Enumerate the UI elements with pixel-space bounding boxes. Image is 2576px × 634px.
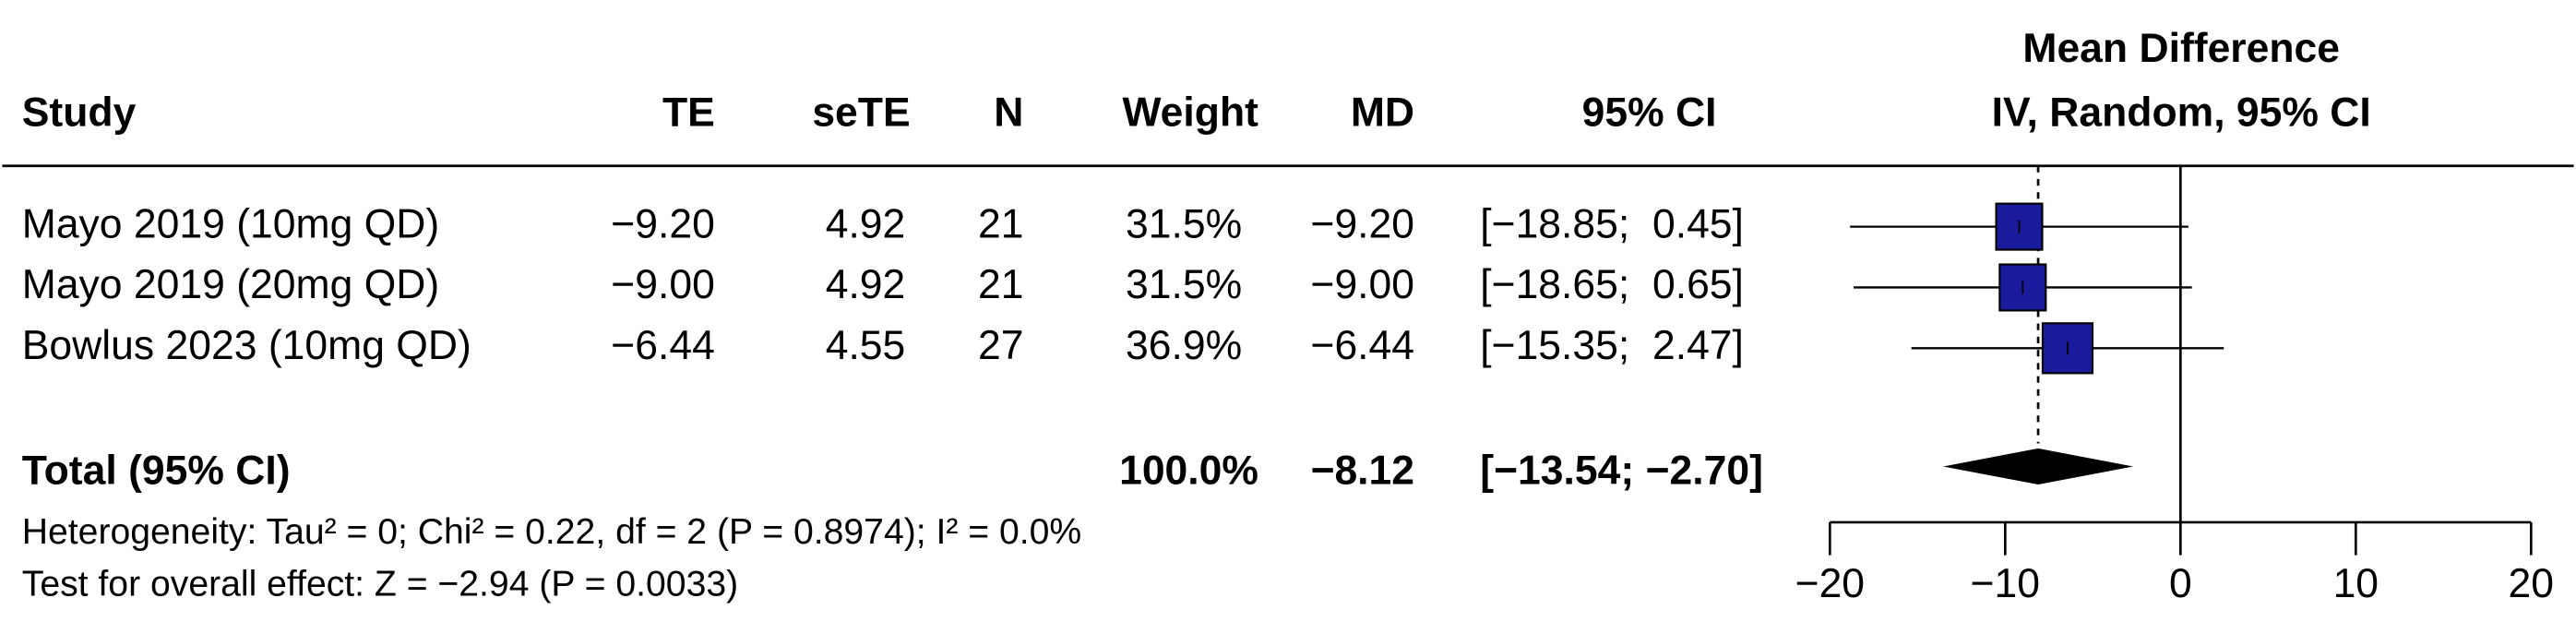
sete: 4.92 [826, 262, 906, 307]
te: −6.44 [611, 323, 715, 368]
study-box [1995, 202, 2044, 251]
te: −9.00 [611, 262, 715, 307]
n: 27 [978, 323, 1023, 368]
pooled-diamond [1943, 448, 2134, 485]
study-name: Bowlus 2023 (10mg QD) [22, 323, 471, 368]
total-weight: 100.0% [1119, 448, 1258, 493]
sete: 4.55 [826, 323, 906, 368]
ci: [−15.35; 2.47] [1480, 323, 1744, 368]
md: −9.20 [1310, 201, 1414, 246]
total-md: −8.12 [1310, 448, 1414, 493]
plot-title: Mean Difference [2022, 26, 2340, 71]
column-header: Study [22, 90, 137, 135]
n: 21 [978, 201, 1023, 246]
plot-subtitle: IV, Random, 95% CI [1992, 90, 2371, 135]
column-header: Weight [1123, 90, 1259, 135]
md: −9.00 [1310, 262, 1414, 307]
x-tick-label: −20 [1795, 561, 1865, 606]
md: −6.44 [1310, 323, 1414, 368]
ci: [−18.85; 0.45] [1480, 201, 1744, 246]
n: 21 [978, 262, 1023, 307]
weight: 31.5% [1126, 262, 1242, 307]
column-header: TE [662, 90, 715, 135]
column-header: MD [1351, 90, 1414, 135]
ci: [−18.65; 0.65] [1480, 262, 1744, 307]
weight: 36.9% [1126, 323, 1242, 368]
heterogeneity: Heterogeneity: Tau² = 0; Chi² = 0.22, df… [22, 512, 1081, 552]
x-tick-label: 20 [2509, 561, 2554, 606]
column-header: N [994, 90, 1023, 135]
study-name: Mayo 2019 (20mg QD) [22, 262, 439, 307]
column-header: seTE [812, 90, 910, 135]
sete: 4.92 [826, 201, 906, 246]
total-name: Total (95% CI) [22, 448, 291, 493]
x-tick-label: 0 [2169, 561, 2192, 606]
weight: 31.5% [1126, 201, 1242, 246]
study-name: Mayo 2019 (10mg QD) [22, 201, 439, 246]
overall-test: Test for overall effect: Z = −2.94 (P = … [22, 565, 738, 604]
x-tick-label: 10 [2333, 561, 2379, 606]
column-header: 95% CI [1582, 90, 1717, 135]
te: −9.20 [611, 201, 715, 246]
total-ci: [−13.54; −2.70] [1480, 448, 1763, 493]
x-tick-label: −10 [1971, 561, 2040, 606]
